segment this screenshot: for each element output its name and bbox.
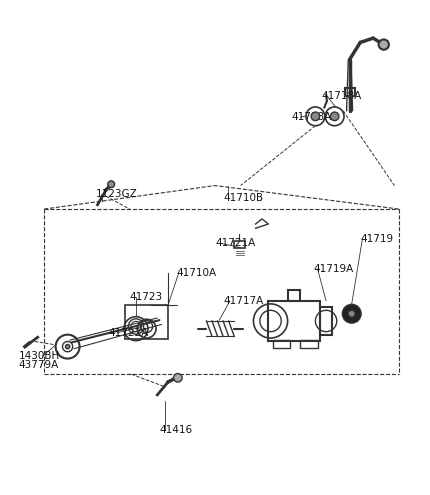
Circle shape bbox=[311, 112, 319, 121]
Text: 1430BH: 1430BH bbox=[18, 351, 60, 361]
Text: 1123GZ: 1123GZ bbox=[95, 189, 137, 199]
Text: 41719A: 41719A bbox=[313, 264, 353, 274]
Bar bbox=[288, 290, 301, 301]
Bar bbox=[345, 88, 355, 96]
Text: 41722A: 41722A bbox=[108, 328, 148, 338]
Circle shape bbox=[330, 112, 339, 121]
Text: 41710B: 41710B bbox=[224, 194, 264, 203]
Text: 41721A: 41721A bbox=[215, 238, 255, 248]
Circle shape bbox=[108, 181, 115, 188]
Text: 41718A: 41718A bbox=[322, 91, 362, 101]
Text: 41416: 41416 bbox=[160, 425, 193, 435]
Text: 41718A: 41718A bbox=[292, 112, 332, 122]
Text: 41717A: 41717A bbox=[224, 296, 264, 306]
Circle shape bbox=[379, 40, 389, 50]
Text: 43779A: 43779A bbox=[18, 360, 59, 370]
Bar bbox=[234, 241, 245, 248]
Bar bbox=[268, 301, 319, 342]
Circle shape bbox=[342, 304, 361, 323]
Circle shape bbox=[174, 374, 182, 382]
Circle shape bbox=[348, 310, 355, 317]
Circle shape bbox=[65, 345, 70, 349]
Bar bbox=[319, 307, 332, 335]
Text: 41710A: 41710A bbox=[177, 268, 217, 278]
Bar bbox=[273, 340, 290, 348]
Text: 41723: 41723 bbox=[129, 292, 163, 301]
Text: 41719: 41719 bbox=[360, 234, 393, 244]
Bar bbox=[125, 305, 168, 340]
Bar bbox=[301, 340, 317, 348]
